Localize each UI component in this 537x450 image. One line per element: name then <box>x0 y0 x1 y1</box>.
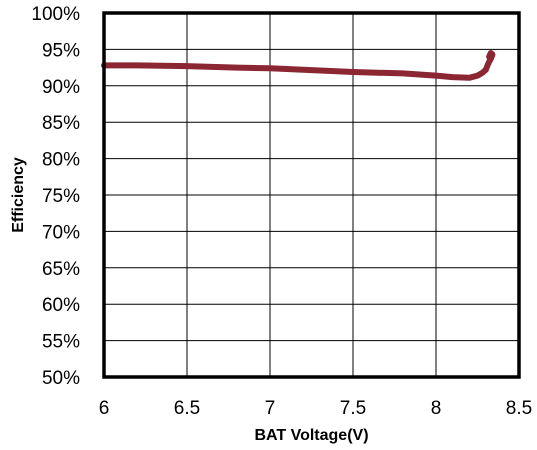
y-tick-label: 60% <box>42 295 80 316</box>
y-axis-label: Efficiency <box>10 157 27 233</box>
y-tick-label: 80% <box>42 150 80 171</box>
series-line-0 <box>101 50 496 81</box>
y-tick-label: 100% <box>31 4 80 25</box>
y-tick-label: 85% <box>42 113 80 134</box>
y-tick-label: 70% <box>42 222 80 243</box>
y-tick-label: 50% <box>42 368 80 389</box>
x-tick-label: 7 <box>265 398 276 419</box>
y-tick-labels: 50% 55% 60% 65% 70% 75% 80% 85% 90% 95% 100% <box>31 4 80 389</box>
y-tick-label: 75% <box>42 186 80 207</box>
x-tick-label: 8.5 <box>506 398 532 419</box>
y-tick-label: 65% <box>42 259 80 280</box>
x-axis-label: BAT Voltage(V) <box>254 427 368 444</box>
x-tick-labels: 6 6.5 7 7.5 8 8.5 <box>99 398 533 419</box>
x-tick-label: 6.5 <box>174 398 200 419</box>
plot-frame <box>102 11 521 379</box>
y-tick-label: 55% <box>42 332 80 353</box>
x-tick-label: 6 <box>99 398 110 419</box>
y-tick-label: 95% <box>42 40 80 61</box>
y-tick-label: 90% <box>42 77 80 98</box>
x-tick-label: 8 <box>431 398 442 419</box>
x-tick-label: 7.5 <box>340 398 366 419</box>
series-layer <box>101 50 496 81</box>
